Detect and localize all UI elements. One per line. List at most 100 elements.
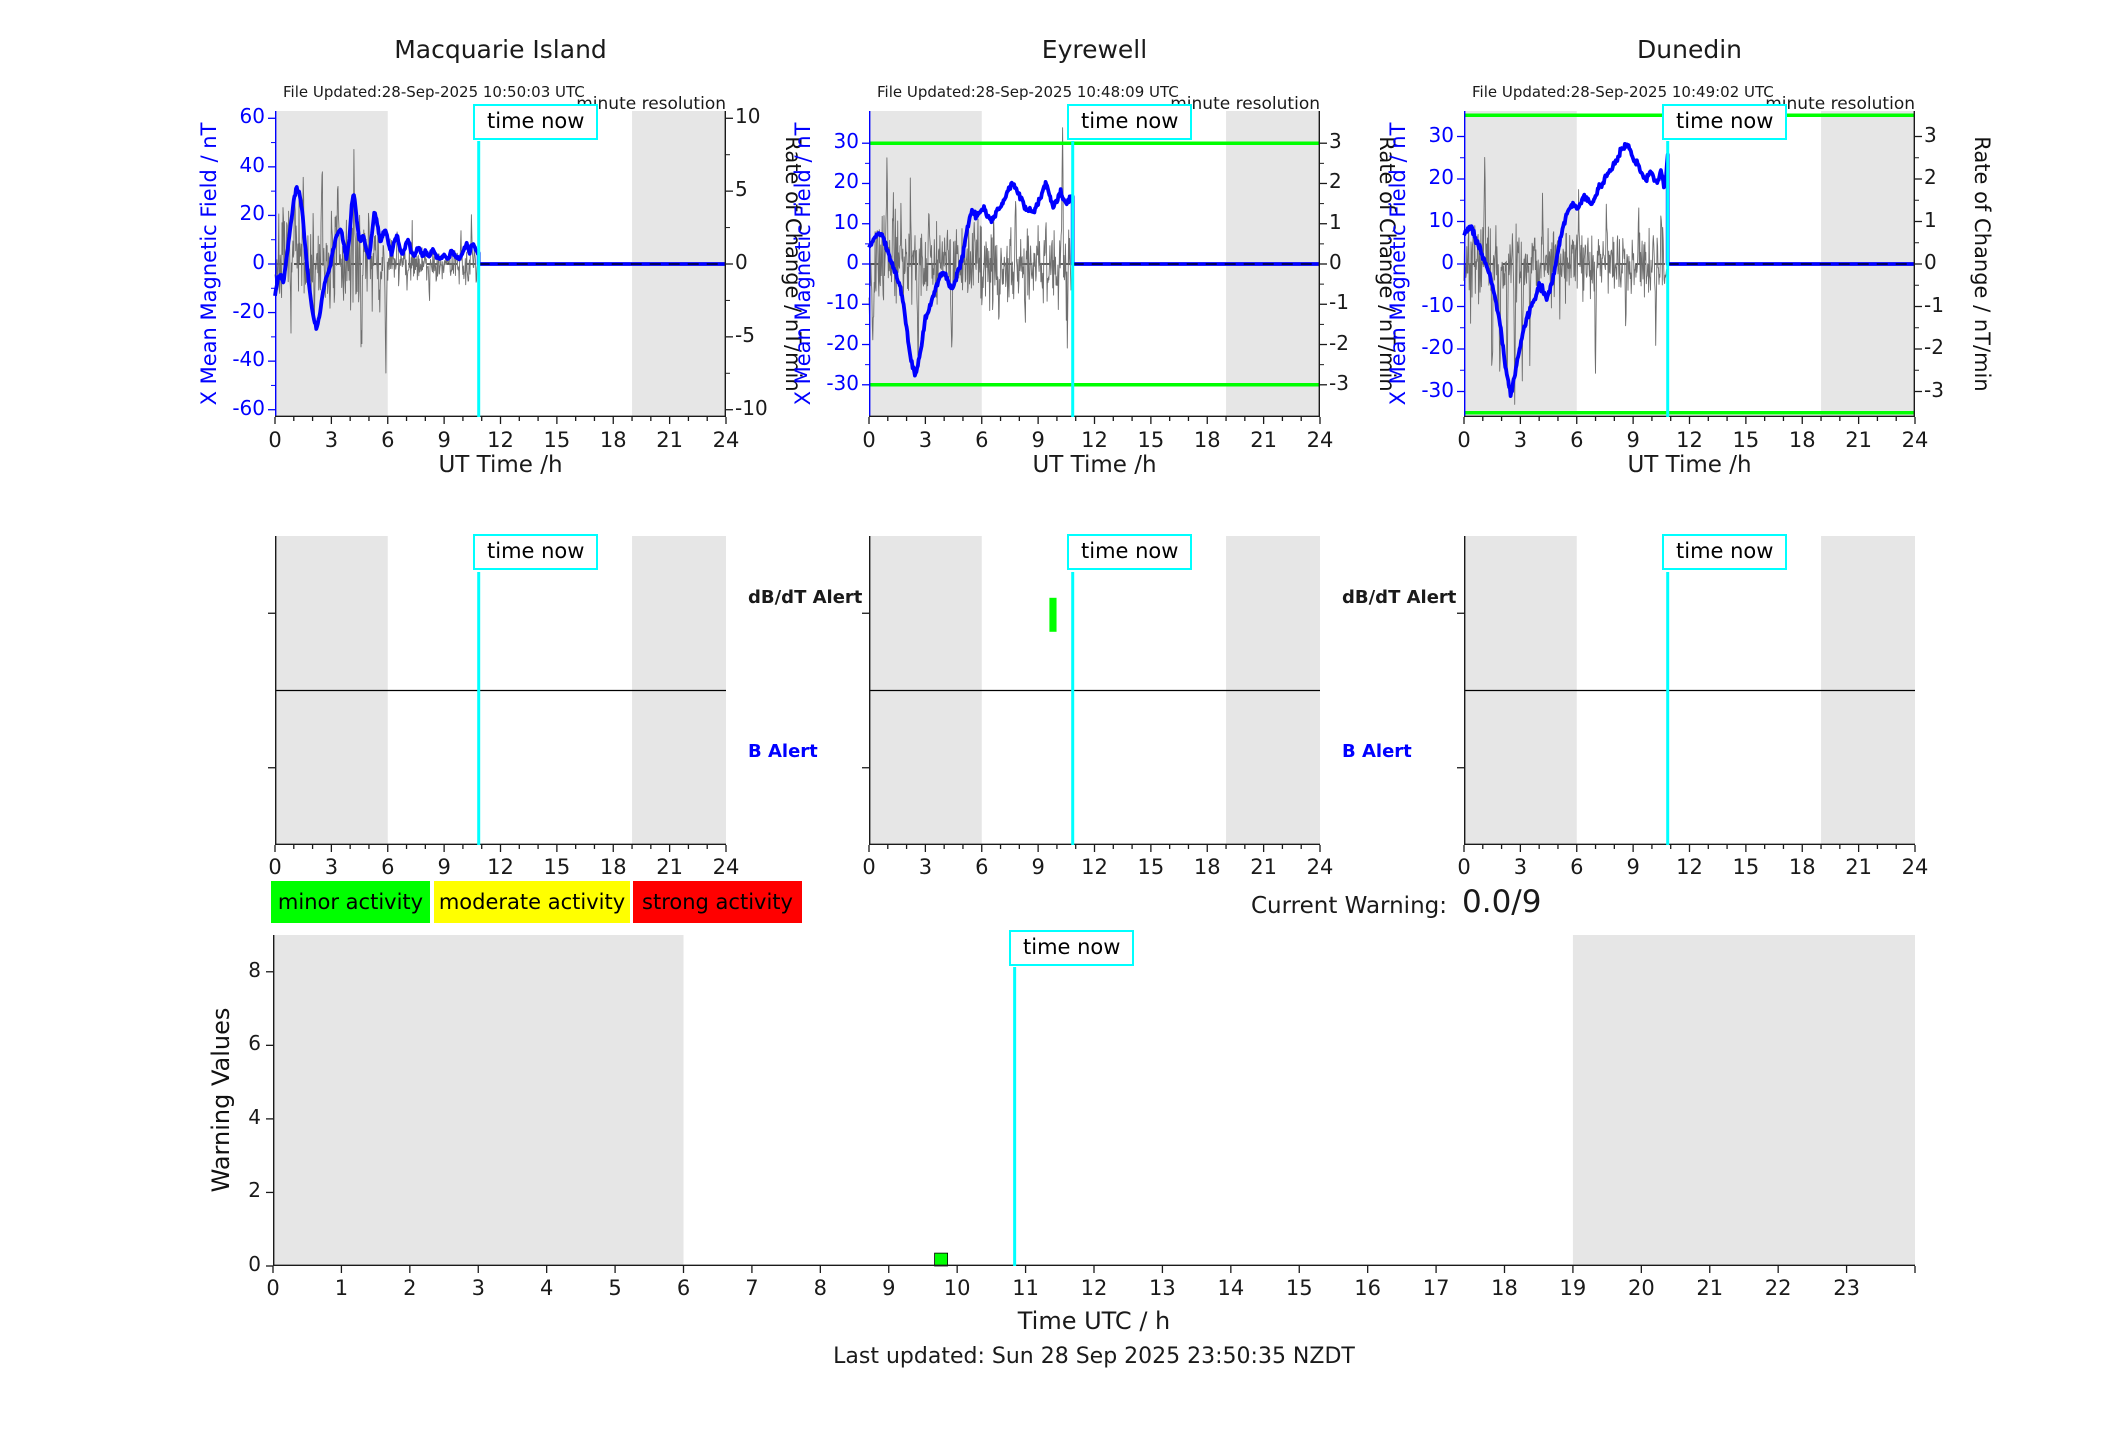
x-tick-label: 0 (1457, 855, 1471, 879)
legend-moderate-activity: moderate activity (434, 881, 630, 923)
rate-tick-label: 2 (1329, 169, 1342, 194)
field-series (867, 180, 1320, 378)
x-tick-label: 18 (1788, 855, 1816, 879)
field-tick-label: 20 (239, 201, 265, 226)
alert-panel-2 (1457, 536, 1916, 852)
alert-panel-1 (862, 536, 1321, 852)
warning-values-chart (266, 935, 1916, 1273)
field-tick-label: 0 (252, 250, 265, 274)
last-updated-text: Last updated: Sun 28 Sep 2025 23:50:35 N… (833, 1344, 1355, 1369)
x-tick-label: 17 (1422, 1276, 1450, 1300)
time-now-flag: time now (473, 104, 599, 140)
x-tick-label: 0 (266, 1276, 280, 1300)
x-tick-label: 9 (437, 428, 451, 452)
x-tick-label: 21 (656, 855, 683, 879)
field-plot-2 (1457, 111, 1922, 424)
x-tick-label: 9 (1626, 428, 1640, 452)
x-tick-label: 15 (1137, 855, 1165, 879)
x-tick-label: 21 (1250, 428, 1277, 452)
x-tick-label: 6 (1570, 855, 1584, 879)
x-tick-label: 15 (1732, 428, 1760, 452)
y-tick-label: 8 (248, 957, 261, 982)
x-tick-label: 1 (334, 1276, 349, 1300)
field-tick-label: 30 (833, 129, 859, 154)
file-updated-text: File Updated:28-Sep-2025 10:48:09 UTC (877, 83, 1179, 101)
x-tick-label: 13 (1149, 1276, 1176, 1300)
field-tick-label: 40 (239, 152, 265, 177)
field-tick-label: 20 (1428, 165, 1454, 189)
time-now-flag: time now (1662, 104, 1788, 140)
field-tick-label: -60 (232, 395, 265, 420)
x-tick-label: 10 (943, 1276, 971, 1300)
x-tick-label: 14 (1217, 1276, 1245, 1300)
x-tick-label: 15 (543, 428, 571, 452)
dbdt-alert-row-label: dB/dT Alert (748, 587, 863, 608)
x-tick-label: 8 (813, 1276, 828, 1300)
rate-noise-series (868, 127, 1073, 357)
x-tick-label: 6 (381, 855, 395, 879)
x-tick-label: 12 (1081, 855, 1108, 879)
x-tick-label: 15 (1285, 1276, 1313, 1300)
rate-tick-label: -3 (1329, 370, 1349, 395)
x-tick-label: 12 (487, 855, 514, 879)
x-tick-label: 21 (1696, 1276, 1724, 1300)
legend-minor-activity: minor activity (271, 881, 430, 923)
x-tick-label: 18 (1491, 1276, 1518, 1300)
field-tick-label: -20 (826, 330, 859, 355)
field-series (1462, 142, 1915, 398)
x-tick-label: 9 (1031, 428, 1045, 452)
x-tick-label: 15 (1137, 428, 1165, 452)
x-tick-label: 6 (975, 855, 989, 879)
field-tick-label: -30 (826, 370, 859, 395)
station-title: Eyrewell (1041, 35, 1148, 64)
x-tick-label: 0 (862, 855, 876, 879)
current-warning-value: 0.0/9 (1462, 884, 1542, 920)
x-tick-label: 3 (918, 428, 933, 452)
field-tick-label: -30 (1421, 377, 1454, 402)
minute-resolution-label: minute resolution (1765, 94, 1915, 114)
x-tick-label: 12 (487, 428, 514, 452)
x-tick-label: 19 (1559, 1276, 1587, 1300)
field-tick-label: 30 (1428, 122, 1454, 147)
rate-tick-label: 10 (735, 104, 761, 129)
x-tick-label: 21 (1845, 855, 1872, 879)
field-plot-1 (862, 111, 1327, 424)
dbdt-alert-row-label: dB/dT Alert (1342, 587, 1457, 608)
warning-bar (934, 1252, 948, 1267)
station-title: Dunedin (1637, 35, 1742, 64)
x-tick-label: 9 (1031, 855, 1045, 879)
rate-tick-label: -1 (1329, 290, 1349, 315)
rate-tick-label: -1 (1924, 292, 1944, 317)
x-tick-label: 12 (1080, 1276, 1108, 1300)
x-tick-label: 24 (712, 855, 740, 879)
y-tick-label: 6 (248, 1031, 261, 1056)
x-tick-label: 15 (543, 855, 571, 879)
alert-event-marker (1049, 597, 1057, 632)
y-tick-label: 2 (248, 1178, 261, 1203)
rate-tick-label: 3 (1329, 129, 1342, 154)
night-band (1572, 935, 1915, 1266)
x-tick-label: 16 (1354, 1276, 1382, 1300)
x-tick-label: 23 (1833, 1276, 1860, 1300)
rate-tick-label: -10 (735, 395, 768, 420)
x-tick-label: 12 (1676, 428, 1703, 452)
x-tick-label: 3 (918, 855, 933, 879)
rate-tick-label: 2 (1924, 165, 1937, 189)
night-band (273, 935, 684, 1266)
x-tick-label: 5 (608, 1276, 622, 1300)
x-tick-label: 24 (1901, 428, 1929, 452)
x-tick-label: 18 (1193, 428, 1221, 452)
rate-tick-label: -5 (735, 322, 755, 347)
current-warning-label: Current Warning: (1250, 893, 1447, 919)
ut-time-axis-label: UT Time /h (438, 452, 563, 478)
field-tick-label: 10 (833, 209, 859, 234)
rate-tick-label: 3 (1924, 122, 1937, 147)
field-plot-0 (268, 111, 733, 424)
b-alert-row-label: B Alert (748, 741, 818, 762)
time-now-flag: time now (1009, 930, 1135, 966)
rate-tick-label: 1 (1924, 207, 1937, 232)
x-tick-label: 6 (975, 428, 989, 452)
x-tick-label: 18 (599, 855, 627, 879)
x-tick-label: 24 (1306, 428, 1334, 452)
rate-tick-label: 5 (735, 177, 748, 202)
